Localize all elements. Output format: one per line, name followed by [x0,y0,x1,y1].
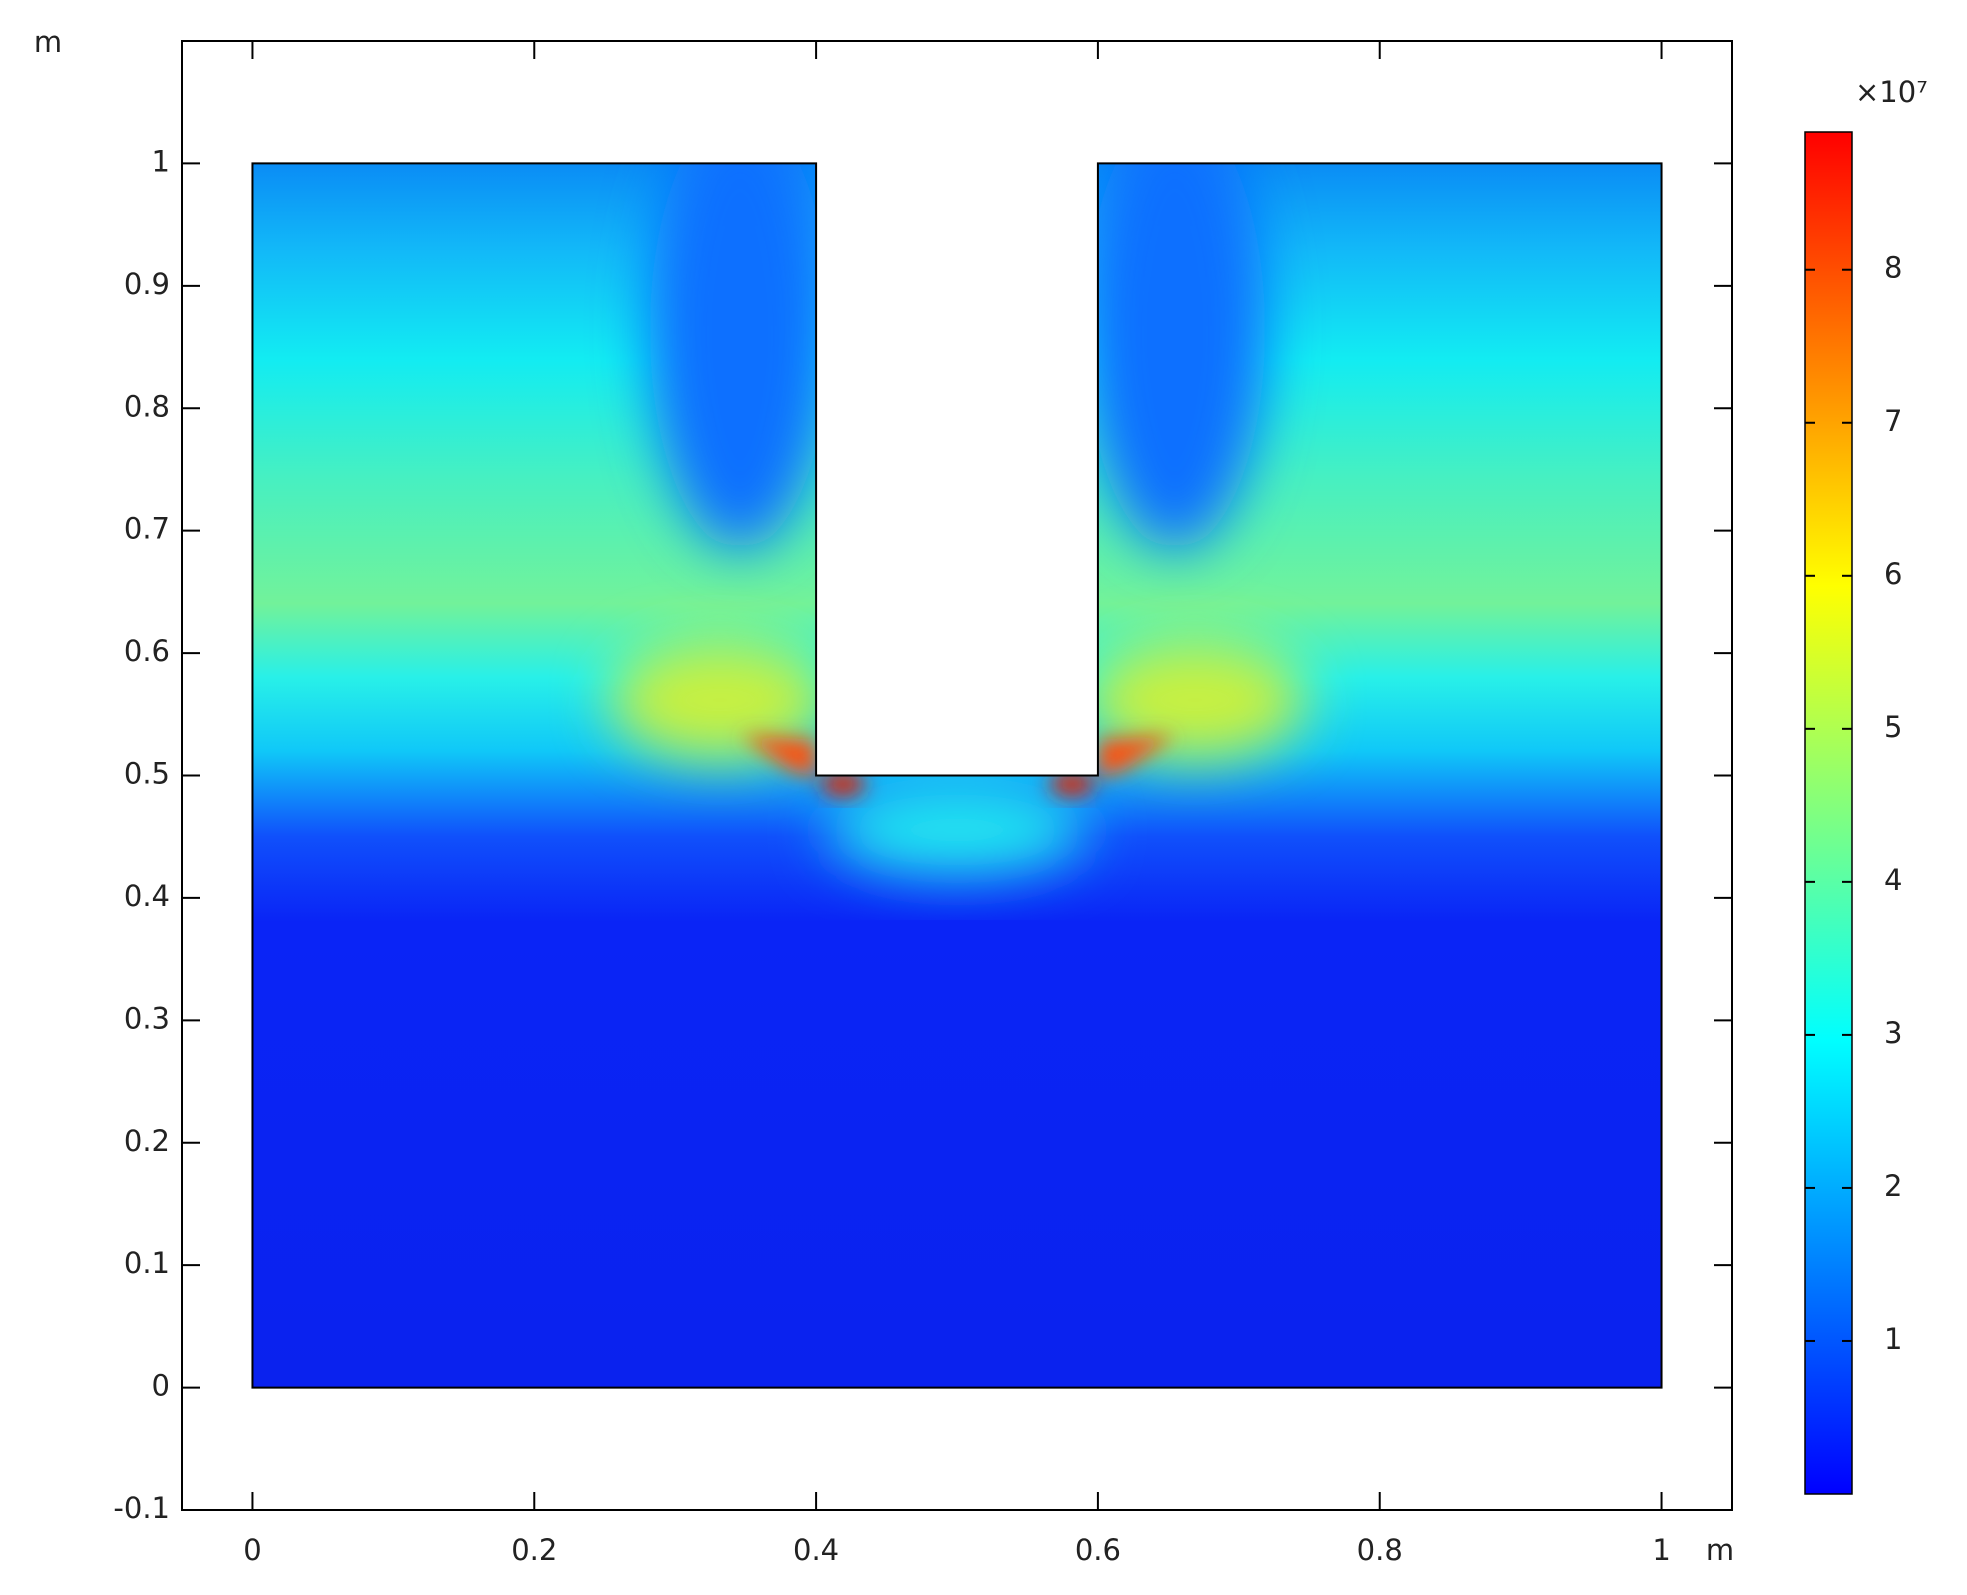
colorbar-tick-label: 5 [1884,710,1902,744]
y-tick-label: 1 [152,144,170,178]
y-tick-label: 0.7 [124,512,170,546]
y-unit: m [34,25,62,59]
y-tick-label: 0.8 [124,389,170,423]
domain-outline [251,162,1663,1389]
colorbar-tick-label: 4 [1884,863,1902,897]
colorbar-tick-label: 2 [1884,1169,1902,1203]
colorbar-tick-label: 1 [1884,1322,1902,1356]
colorbar-multiplier: ×10⁷ [1855,75,1928,109]
field-hotspot [1098,735,1176,778]
x-tick-label: 0.2 [511,1533,557,1567]
colorbar-tick-label: 3 [1884,1016,1902,1050]
y-tick-label: 0.3 [124,1001,170,1035]
x-tick-label: 1 [1652,1533,1670,1567]
colorbar-tick-label: 6 [1884,557,1902,591]
y-tick-label: 0.9 [124,267,170,301]
field-shade [1085,640,1305,760]
y-tick-label: -0.1 [113,1491,170,1525]
field-hotspot [821,772,865,796]
field-plot [252,163,1662,1388]
x-tick-label: 0.8 [1357,1533,1403,1567]
colorbar [1804,131,1853,1495]
field-shade [1085,163,1265,550]
x-unit: m [1706,1533,1734,1567]
field-shade [650,163,830,550]
x-tick-label: 0.6 [1075,1533,1121,1567]
y-tick-label: 0.5 [124,757,170,791]
colorbar-tick-label: 8 [1884,251,1902,285]
field-hotspot [1050,772,1094,796]
y-tick-label: 0.2 [124,1124,170,1158]
y-tick-label: 0.1 [124,1246,170,1280]
x-tick-label: 0.4 [793,1533,839,1567]
y-tick-label: 0 [152,1369,170,1403]
colorbar-tick-label: 7 [1884,404,1902,438]
field-shade [827,785,1087,875]
y-tick-label: 0.4 [124,879,170,913]
y-tick-label: 0.6 [124,634,170,668]
field-shade [610,640,830,760]
field-hotspot [740,735,816,778]
x-tick-label: 0 [243,1533,261,1567]
